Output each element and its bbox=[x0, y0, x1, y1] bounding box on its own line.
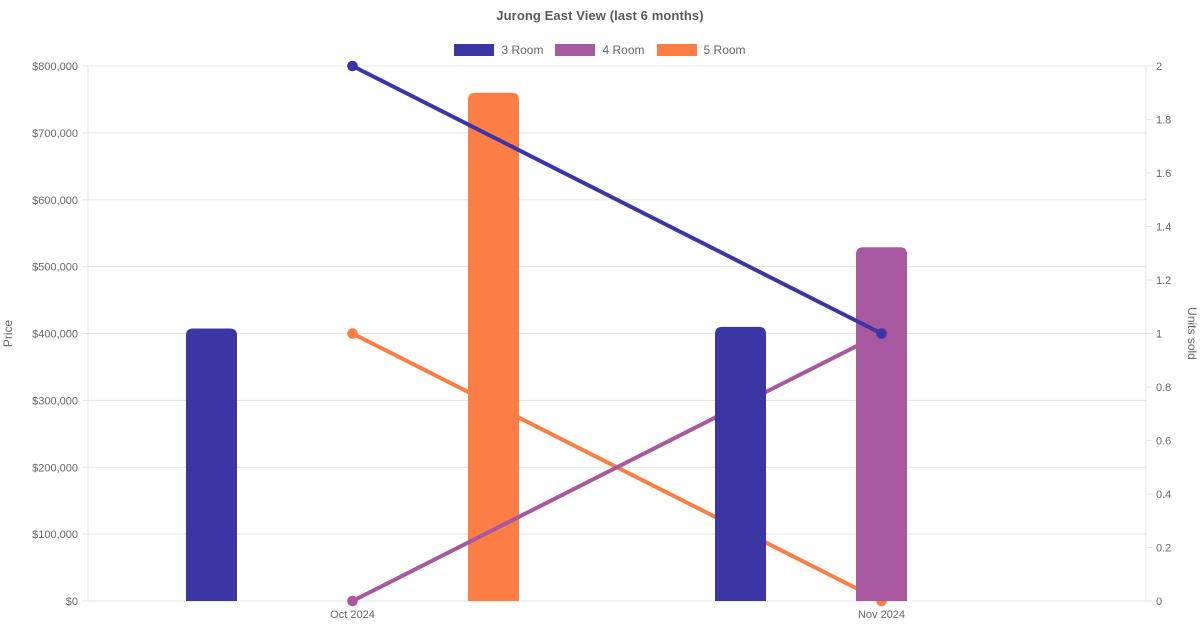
legend-label: 4 Room bbox=[602, 43, 645, 57]
chart-title: Jurong East View (last 6 months) bbox=[496, 8, 704, 23]
legend-swatch bbox=[555, 44, 596, 56]
right-axis-title: Units sold bbox=[1185, 307, 1199, 360]
left-axis-tick-label: $0 bbox=[66, 596, 78, 608]
legend-item-3-room[interactable]: 3 Room bbox=[454, 43, 543, 57]
left-axis-tick-label: $100,000 bbox=[32, 529, 78, 541]
left-axis-tick-label: $800,000 bbox=[32, 61, 78, 73]
point-3-room-1[interactable] bbox=[876, 328, 887, 339]
bar-5-room-0[interactable] bbox=[468, 92, 519, 601]
right-axis-tick-label: 0.8 bbox=[1156, 382, 1171, 394]
right-axis-tick-label: 1.6 bbox=[1156, 168, 1171, 180]
point-3-room-0[interactable] bbox=[347, 60, 358, 72]
line-4-room-units bbox=[350, 331, 884, 603]
bar-3-room-0[interactable] bbox=[186, 328, 237, 601]
legend-label: 3 Room bbox=[501, 43, 544, 57]
left-axis-tick-label: $300,000 bbox=[32, 395, 78, 407]
right-axis-tick-label: 1 bbox=[1156, 329, 1162, 341]
right-axis-tick-label: 0.4 bbox=[1156, 489, 1171, 501]
bar-3-room-1[interactable] bbox=[715, 326, 766, 601]
legend-label: 5 Room bbox=[703, 43, 746, 57]
left-axis-tick-label: $600,000 bbox=[32, 195, 78, 207]
x-axis-label: Oct 2024 bbox=[330, 609, 375, 621]
bar-4-room-1[interactable] bbox=[856, 247, 907, 601]
legend-item-5-room[interactable]: 5 Room bbox=[656, 43, 746, 57]
right-axis-tick-label: 0.6 bbox=[1156, 436, 1171, 448]
legend-swatch bbox=[454, 44, 495, 56]
left-axis-tick-label: $200,000 bbox=[32, 462, 78, 474]
left-axis-tick-label: $700,000 bbox=[32, 128, 78, 140]
point-5-room-0[interactable] bbox=[347, 328, 358, 339]
right-axis-tick-label: 2 bbox=[1156, 61, 1162, 73]
x-axis-label: Nov 2024 bbox=[858, 609, 905, 621]
legend-item-4-room[interactable]: 4 Room bbox=[555, 43, 645, 57]
right-axis-tick-label: 1.4 bbox=[1156, 222, 1171, 234]
line-3-room-units bbox=[350, 64, 884, 336]
legend: 3 Room 4 Room 5 Room bbox=[0, 42, 1200, 58]
right-axis-tick-label: 0 bbox=[1156, 596, 1162, 608]
left-axis-tick-label: $500,000 bbox=[32, 262, 78, 274]
left-axis-title: Price bbox=[1, 320, 15, 348]
right-axis-tick-label: 1.8 bbox=[1156, 115, 1171, 127]
right-axis-tick-label: 1.2 bbox=[1156, 275, 1171, 287]
right-axis-tick-label: 0.2 bbox=[1156, 543, 1171, 555]
left-axis-tick-label: $400,000 bbox=[32, 329, 78, 341]
point-4-room-0[interactable] bbox=[347, 595, 358, 607]
legend-swatch bbox=[656, 44, 697, 56]
